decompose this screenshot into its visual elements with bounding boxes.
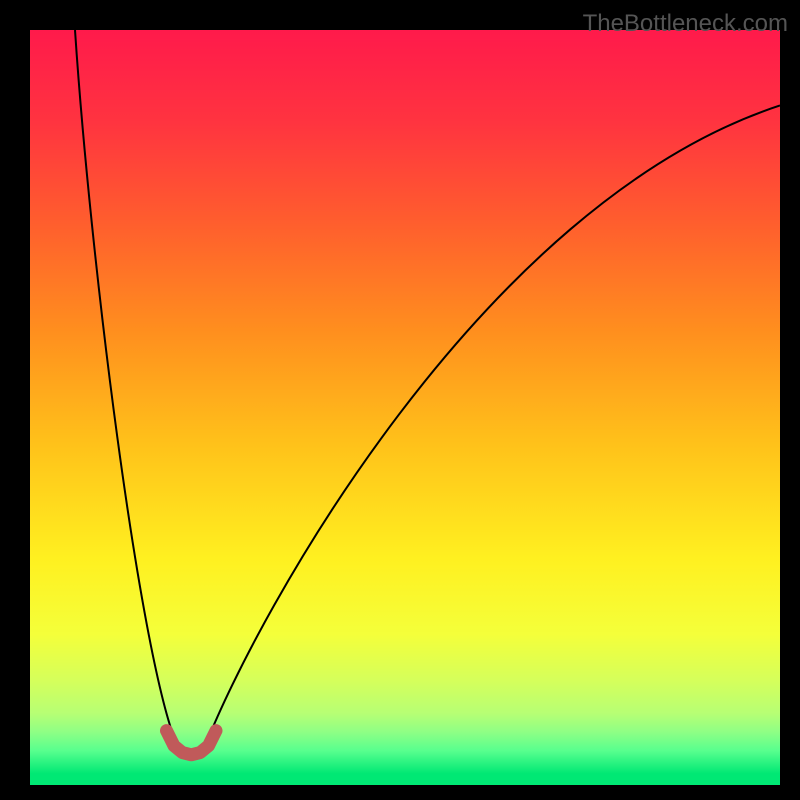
watermark-text: TheBottleneck.com <box>583 10 788 38</box>
bottleneck-curve-chart <box>30 30 780 785</box>
chart-container: TheBottleneck.com <box>0 0 800 800</box>
